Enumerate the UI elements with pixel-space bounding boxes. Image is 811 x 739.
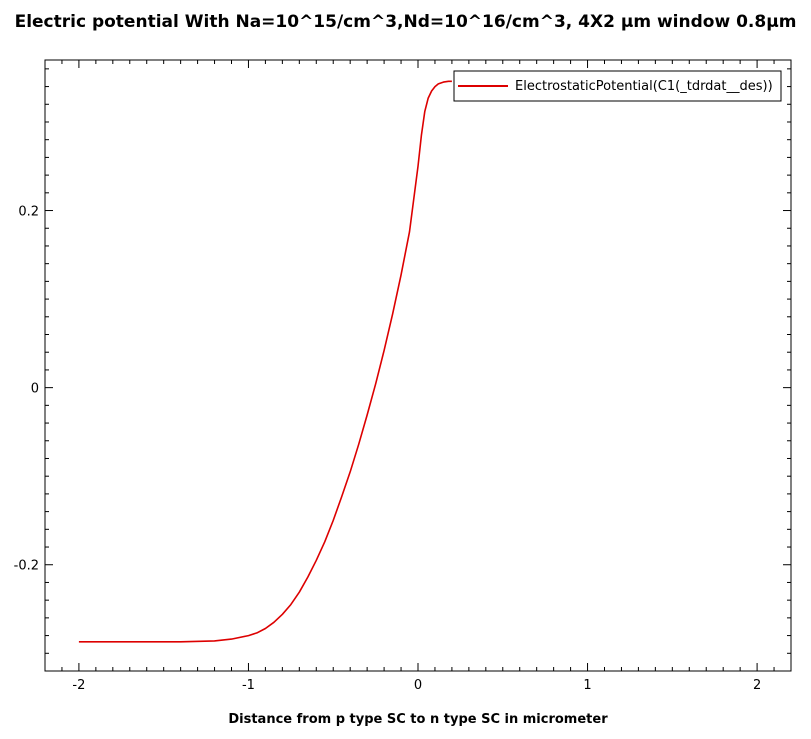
legend-box [453,70,782,102]
x-tick-label: 2 [753,678,761,693]
x-tick-label: -2 [72,678,85,693]
x-axis-label: Distance from p type SC to n type SC in … [228,712,608,727]
x-tick-label: 0 [414,678,422,693]
y-tick-label: 0 [31,382,39,397]
y-tick-label: -0.2 [14,559,39,574]
series-layer [78,80,452,643]
y-tick-label: 0.2 [18,205,39,220]
plot-frame [44,59,792,672]
axis-ticks: -2 -1 0 1 2 -0.2 0 0.2 [14,60,792,693]
legend: ElectrostaticPotential(C1(_tdrdat__des)) [453,70,782,102]
x-tick-label: 1 [583,678,591,693]
series-line-0 [78,80,452,643]
chart-title: Electric potential With Na=10^15/cm^3,Nd… [14,12,797,32]
legend-entry-label: ElectrostaticPotential(C1(_tdrdat__des)) [515,79,773,94]
x-tick-label: -1 [242,678,255,693]
